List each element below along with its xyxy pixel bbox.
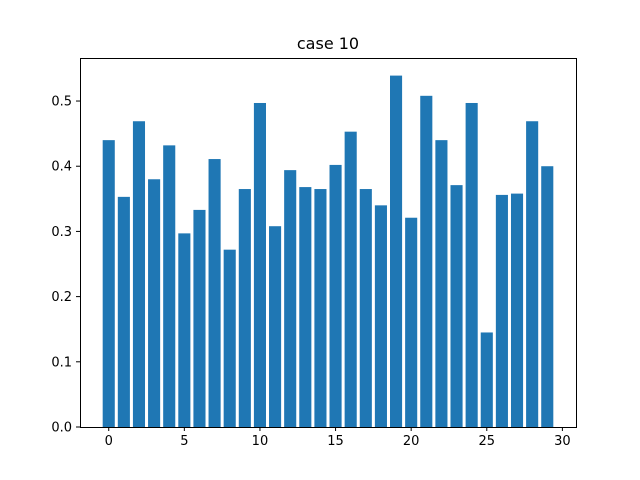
x-axis: 0 5 10 15 20 25 30	[105, 427, 571, 449]
bars-group	[102, 75, 554, 428]
y-tick-label: 0.2	[51, 290, 72, 305]
x-tick-label: 25	[479, 434, 496, 449]
bar-20	[405, 217, 418, 427]
bar-23	[450, 185, 463, 427]
bar-16	[344, 131, 357, 427]
x-tick-label: 10	[252, 434, 269, 449]
bar-27	[510, 193, 524, 427]
bar-5	[178, 233, 191, 427]
bar-6	[193, 209, 206, 427]
bar-13	[299, 187, 312, 427]
y-tick-label: 0.4	[51, 160, 72, 175]
y-tick-label: 0.0	[51, 421, 72, 436]
bar-14	[314, 189, 327, 427]
bar-2	[132, 121, 146, 427]
bar-10	[253, 102, 266, 427]
y-tick-label: 0.5	[51, 95, 72, 110]
x-tick-label: 5	[180, 434, 188, 449]
bar-25	[480, 332, 493, 427]
bar-4	[163, 145, 176, 428]
bar-24	[465, 102, 478, 427]
bar-12	[284, 170, 297, 427]
x-tick-label: 15	[327, 434, 344, 449]
bar-17	[359, 189, 372, 427]
bar-21	[420, 95, 433, 428]
bar-7	[208, 159, 221, 427]
y-axis: 0.0 0.1 0.2 0.3 0.4 0.5	[51, 95, 80, 436]
y-tick-label: 0.3	[51, 225, 72, 240]
bar-19	[390, 75, 403, 427]
y-tick-label: 0.1	[51, 355, 72, 370]
bar-28	[526, 121, 539, 427]
bar-8	[223, 249, 236, 427]
bar-0	[102, 140, 115, 427]
bar-1	[117, 196, 130, 427]
bar-22	[435, 140, 448, 427]
bar-9	[238, 189, 251, 427]
x-tick-label: 30	[554, 434, 571, 449]
bar-15	[329, 164, 342, 427]
chart-title: case 10	[297, 34, 359, 53]
x-tick-label: 0	[105, 434, 113, 449]
plot-frame	[80, 58, 577, 428]
bar-3	[148, 179, 161, 427]
bar-29	[541, 166, 554, 428]
bar-11	[269, 226, 282, 427]
bar-18	[374, 205, 387, 427]
x-tick-label: 20	[403, 434, 420, 449]
bar-26	[495, 194, 508, 427]
